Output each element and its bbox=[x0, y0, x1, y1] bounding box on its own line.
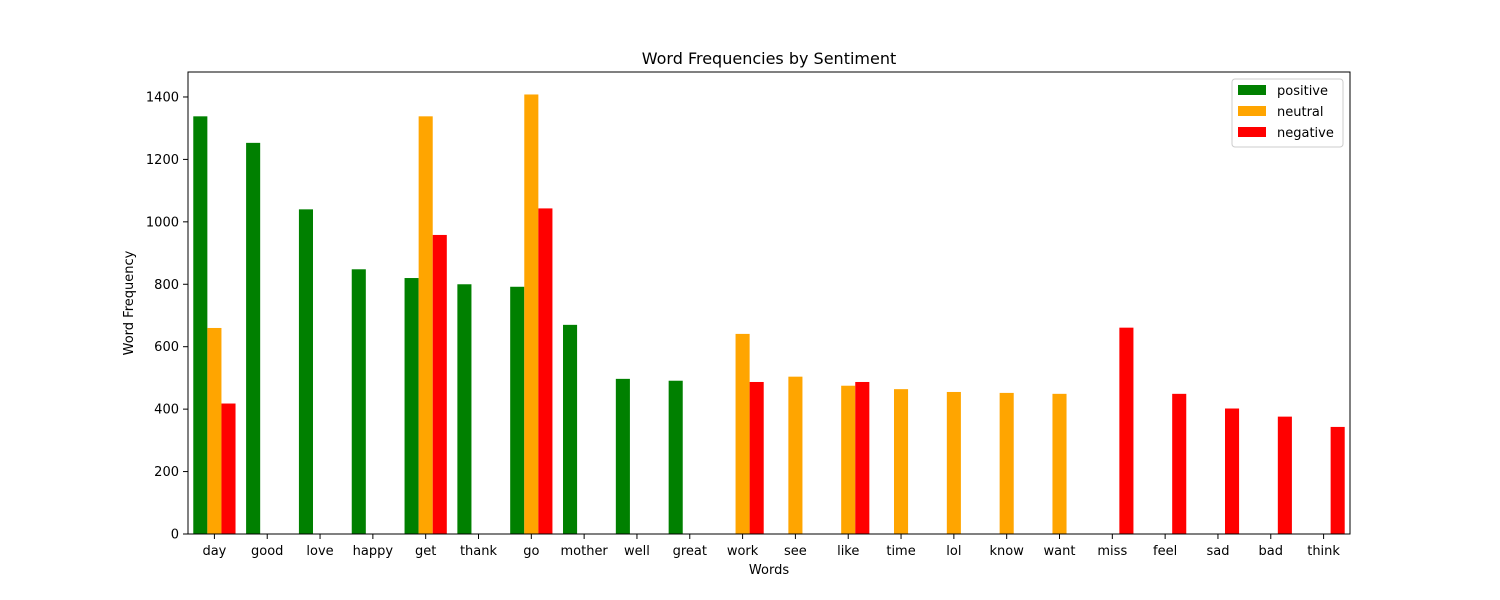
chart-title: Word Frequencies by Sentiment bbox=[642, 49, 897, 68]
x-tick-label: mother bbox=[560, 544, 608, 559]
x-tick-label: want bbox=[1044, 544, 1076, 559]
bar-positive-get bbox=[404, 278, 419, 534]
legend-swatch-positive bbox=[1238, 85, 1266, 95]
y-tick-label: 800 bbox=[154, 278, 179, 293]
legend-label-negative: negative bbox=[1277, 126, 1334, 141]
x-tick-label: see bbox=[784, 544, 807, 559]
x-tick-label: great bbox=[673, 544, 707, 559]
bar-neutral-get bbox=[418, 116, 433, 534]
x-tick-label: know bbox=[990, 544, 1025, 559]
bar-negative-work bbox=[749, 381, 764, 534]
bar-negative-get bbox=[432, 234, 447, 534]
x-axis-label: Words bbox=[749, 563, 789, 578]
legend: positive neutral negative bbox=[1231, 78, 1344, 148]
x-tick-label: day bbox=[202, 544, 226, 559]
x-tick-label: go bbox=[523, 544, 539, 559]
bar-negative-bad bbox=[1277, 416, 1292, 534]
bar-positive-well bbox=[615, 378, 630, 534]
x-tick-label: bad bbox=[1259, 544, 1283, 559]
x-tick-label: work bbox=[727, 544, 759, 559]
bar-negative-feel bbox=[1172, 393, 1187, 534]
y-tick-label: 1400 bbox=[146, 90, 179, 105]
x-tick-label: feel bbox=[1153, 544, 1177, 559]
bar-neutral-see bbox=[788, 376, 803, 534]
bar-neutral-lol bbox=[946, 391, 961, 534]
bar-positive-great bbox=[668, 380, 683, 534]
bar-neutral-work bbox=[735, 333, 750, 534]
x-tick-label: happy bbox=[353, 544, 394, 559]
bar-neutral-go bbox=[524, 94, 539, 534]
bar-negative-think bbox=[1330, 426, 1345, 534]
bar-neutral-time bbox=[894, 389, 909, 534]
x-tick-label: thank bbox=[460, 544, 498, 559]
y-tick-label: 200 bbox=[154, 465, 179, 480]
bar-negative-miss bbox=[1119, 327, 1134, 534]
bar-neutral-like bbox=[841, 385, 856, 534]
y-tick-label: 1200 bbox=[146, 153, 179, 168]
x-tick-label: like bbox=[837, 544, 859, 559]
bar-neutral-day bbox=[207, 327, 222, 534]
bar-positive-mother bbox=[563, 324, 578, 534]
bar-positive-day bbox=[193, 116, 208, 534]
x-tick-label: love bbox=[306, 544, 333, 559]
y-tick-label: 1000 bbox=[146, 215, 179, 230]
bars-layer bbox=[193, 94, 1345, 535]
x-tick-label: sad bbox=[1206, 544, 1229, 559]
bar-negative-day bbox=[221, 403, 236, 534]
x-tick-label: well bbox=[624, 544, 650, 559]
bar-positive-happy bbox=[351, 269, 366, 534]
y-axis-label: Word Frequency bbox=[122, 250, 137, 355]
y-axis: 0 200 400 600 800 1000 1200 1400 bbox=[146, 90, 188, 543]
x-tick-label: good bbox=[251, 544, 283, 559]
y-tick-label: 0 bbox=[171, 528, 179, 543]
x-tick-label: think bbox=[1307, 544, 1340, 559]
bar-negative-go bbox=[538, 208, 553, 534]
bar-positive-love bbox=[298, 209, 313, 534]
x-tick-label: lol bbox=[946, 544, 961, 559]
legend-label-neutral: neutral bbox=[1277, 105, 1324, 120]
y-tick-label: 400 bbox=[154, 403, 179, 418]
bar-neutral-want bbox=[1052, 393, 1067, 534]
legend-label-positive: positive bbox=[1277, 84, 1328, 99]
legend-swatch-neutral bbox=[1238, 106, 1266, 116]
bar-negative-sad bbox=[1225, 408, 1240, 534]
bar-positive-good bbox=[246, 142, 261, 535]
legend-swatch-negative bbox=[1238, 127, 1266, 137]
x-tick-label: get bbox=[415, 544, 436, 559]
x-axis: day good love happy get thank go mother well grea… bbox=[202, 534, 1340, 559]
plot-frame bbox=[187, 71, 1351, 535]
bar-positive-go bbox=[510, 286, 525, 534]
x-tick-label: miss bbox=[1097, 544, 1127, 559]
bar-negative-like bbox=[855, 381, 870, 534]
y-tick-label: 600 bbox=[154, 340, 179, 355]
bar-neutral-know bbox=[999, 392, 1014, 534]
x-tick-label: time bbox=[886, 544, 915, 559]
bar-positive-thank bbox=[457, 284, 472, 534]
